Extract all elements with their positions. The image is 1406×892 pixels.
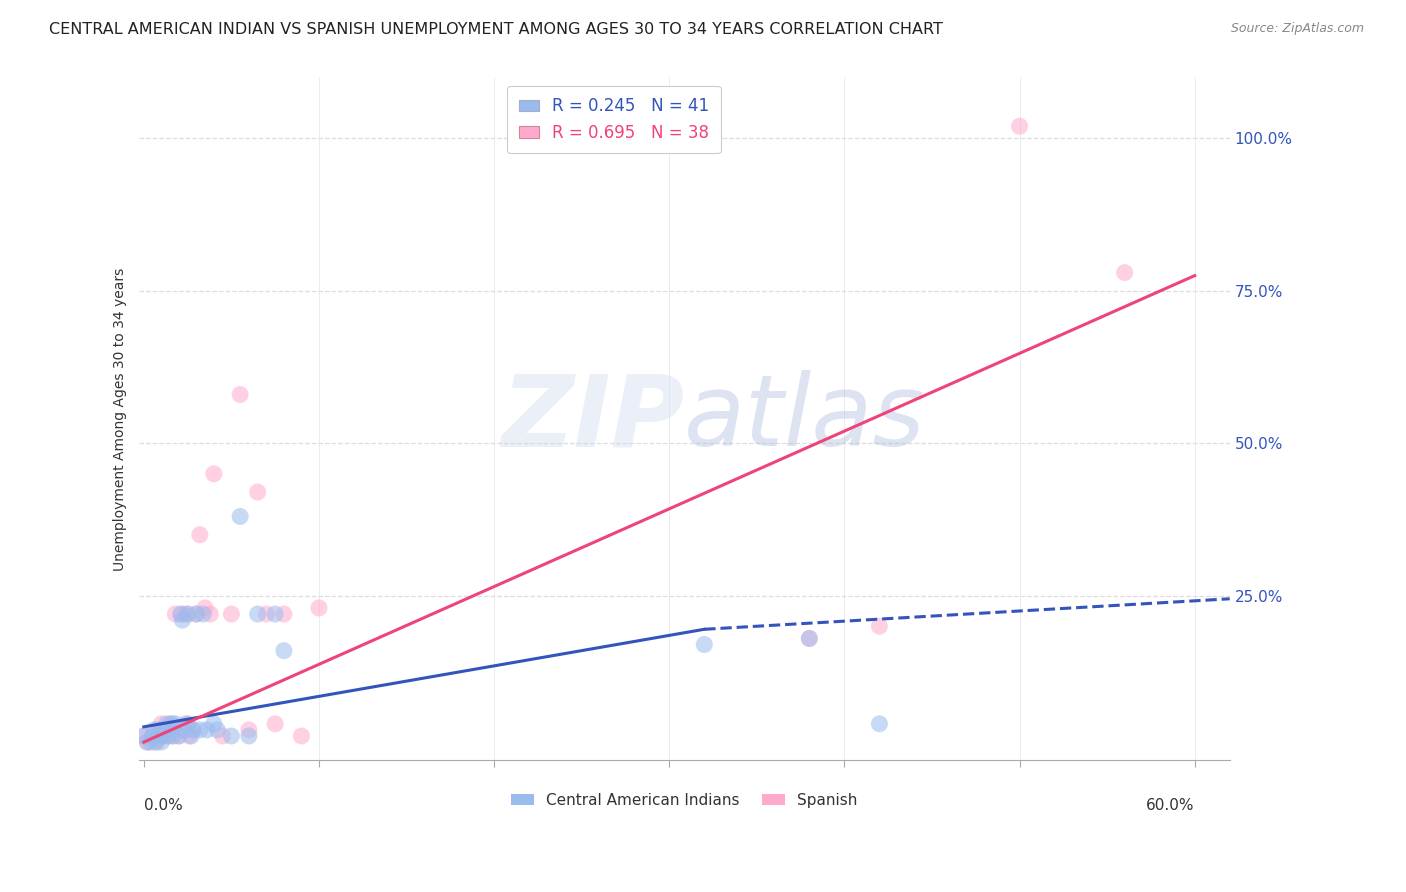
Point <box>176 607 198 621</box>
Point <box>207 723 229 737</box>
Point <box>157 729 180 743</box>
Point <box>143 723 166 737</box>
Point <box>179 729 201 743</box>
Text: ZIP: ZIP <box>501 370 685 467</box>
Point <box>176 716 198 731</box>
Point <box>160 716 183 731</box>
Point <box>202 467 225 481</box>
Point <box>165 607 187 621</box>
Point <box>229 509 252 524</box>
Point <box>799 632 821 646</box>
Legend: Central American Indians, Spanish: Central American Indians, Spanish <box>505 787 863 814</box>
Point <box>162 723 184 737</box>
Point <box>153 723 176 737</box>
Point <box>186 607 208 621</box>
Point <box>148 729 170 743</box>
Point <box>264 716 287 731</box>
Point <box>172 613 194 627</box>
Point <box>180 729 202 743</box>
Point <box>162 729 184 743</box>
Point <box>157 729 180 743</box>
Point <box>202 716 225 731</box>
Point <box>273 643 295 657</box>
Point <box>153 723 176 737</box>
Point <box>145 735 167 749</box>
Point <box>150 716 173 731</box>
Point <box>136 735 159 749</box>
Point <box>1114 266 1136 280</box>
Point <box>159 723 181 737</box>
Point <box>188 723 211 737</box>
Point <box>181 723 204 737</box>
Point <box>308 601 330 615</box>
Point <box>139 735 162 749</box>
Point <box>152 729 174 743</box>
Point <box>221 729 243 743</box>
Point <box>181 723 204 737</box>
Point <box>176 607 198 621</box>
Point <box>169 607 191 621</box>
Text: 60.0%: 60.0% <box>1146 798 1195 813</box>
Point <box>145 735 167 749</box>
Point <box>195 723 218 737</box>
Point <box>167 729 190 743</box>
Point <box>160 729 183 743</box>
Point <box>194 601 217 615</box>
Point <box>150 723 173 737</box>
Point <box>173 723 195 737</box>
Point <box>229 387 252 401</box>
Point <box>290 729 312 743</box>
Point <box>221 607 243 621</box>
Point <box>264 607 287 621</box>
Point <box>1008 120 1031 134</box>
Point <box>141 729 163 743</box>
Point <box>246 485 269 500</box>
Point <box>174 716 197 731</box>
Point <box>188 528 211 542</box>
Text: Source: ZipAtlas.com: Source: ZipAtlas.com <box>1230 22 1364 36</box>
Point <box>211 729 233 743</box>
Point <box>132 729 155 743</box>
Point <box>238 729 260 743</box>
Point <box>273 607 295 621</box>
Point <box>693 638 716 652</box>
Point <box>246 607 269 621</box>
Point <box>155 716 177 731</box>
Text: 0.0%: 0.0% <box>143 798 183 813</box>
Point <box>172 607 194 621</box>
Point <box>868 619 890 633</box>
Text: atlas: atlas <box>685 370 925 467</box>
Point <box>141 729 163 743</box>
Point <box>868 716 890 731</box>
Point <box>799 632 821 646</box>
Point <box>152 729 174 743</box>
Point <box>132 729 155 743</box>
Y-axis label: Unemployment Among Ages 30 to 34 years: Unemployment Among Ages 30 to 34 years <box>114 268 128 571</box>
Point <box>167 729 190 743</box>
Point <box>254 607 277 621</box>
Point <box>200 607 222 621</box>
Point <box>165 716 187 731</box>
Point <box>193 607 215 621</box>
Point <box>159 716 181 731</box>
Text: CENTRAL AMERICAN INDIAN VS SPANISH UNEMPLOYMENT AMONG AGES 30 TO 34 YEARS CORREL: CENTRAL AMERICAN INDIAN VS SPANISH UNEMP… <box>49 22 943 37</box>
Point <box>146 729 169 743</box>
Point <box>150 735 173 749</box>
Point <box>238 723 260 737</box>
Point <box>136 735 159 749</box>
Point <box>186 607 208 621</box>
Point <box>146 723 169 737</box>
